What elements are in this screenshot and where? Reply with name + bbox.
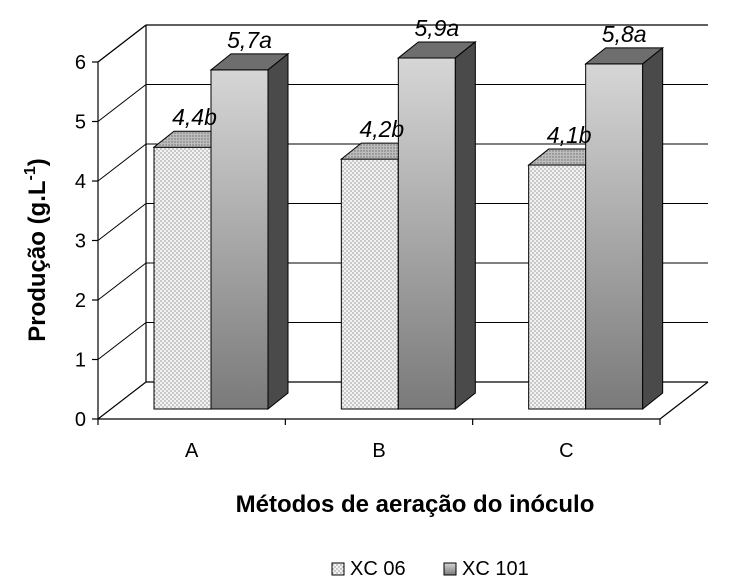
y-tick-label: 4	[75, 171, 86, 193]
floor-right-edge	[659, 381, 709, 420]
legend-label: XC 06	[350, 558, 406, 580]
data-label-xc-06: 4,1b	[547, 122, 592, 148]
data-label-xc-101: 5,8a	[602, 21, 647, 47]
bar-front-xc-06	[340, 158, 399, 410]
x-axis-title: Métodos de aeração do inóculo	[236, 491, 595, 518]
legend: XC 06 XC 101	[331, 558, 529, 580]
data-label-xc-101: 5,7a	[227, 27, 272, 53]
bar-front-xc-101	[397, 57, 456, 410]
bar-front-xc-101	[210, 69, 269, 410]
y-tick-label: 5	[75, 112, 86, 134]
bar-side	[642, 46, 664, 411]
y-tick-label: 6	[75, 52, 86, 74]
y-axis-title-group: Produção (g.L-1)	[22, 158, 51, 342]
y-tick-label: 3	[75, 231, 86, 253]
gridline-side	[97, 322, 147, 360]
y-tick-label: 2	[75, 290, 86, 312]
gridline-side	[97, 203, 147, 241]
gridline-side	[97, 24, 147, 63]
gridline-side	[97, 262, 147, 301]
legend-swatch	[331, 562, 345, 576]
y-axis-title-superscript: -1	[22, 166, 39, 180]
bar-front-xc-06	[528, 164, 587, 410]
x-tick-label: B	[372, 440, 385, 462]
y-tick-label: 0	[75, 409, 86, 431]
gridline-side	[97, 143, 147, 182]
legend-swatch	[443, 562, 457, 576]
data-label-xc-06: 4,2b	[359, 116, 404, 142]
gridline-side	[97, 84, 147, 122]
y-tick-label: 1	[75, 350, 86, 372]
legend-label: XC 101	[462, 558, 529, 580]
y-axis-title-main: Produção (g.L	[24, 180, 51, 341]
bar-side	[454, 40, 476, 411]
bar-front-xc-101	[585, 63, 644, 410]
side-wall-bottom-edge	[97, 381, 147, 420]
y-axis-title: Produção (g.L-1)	[22, 158, 51, 342]
bar-side	[267, 52, 289, 411]
data-label-xc-06: 4,4b	[172, 104, 217, 130]
x-tick-label: A	[185, 440, 199, 462]
bar-front-xc-06	[153, 146, 212, 410]
x-tick-label: C	[559, 440, 573, 462]
data-label-xc-101: 5,9a	[414, 15, 459, 41]
y-axis-title-close: )	[24, 158, 51, 166]
